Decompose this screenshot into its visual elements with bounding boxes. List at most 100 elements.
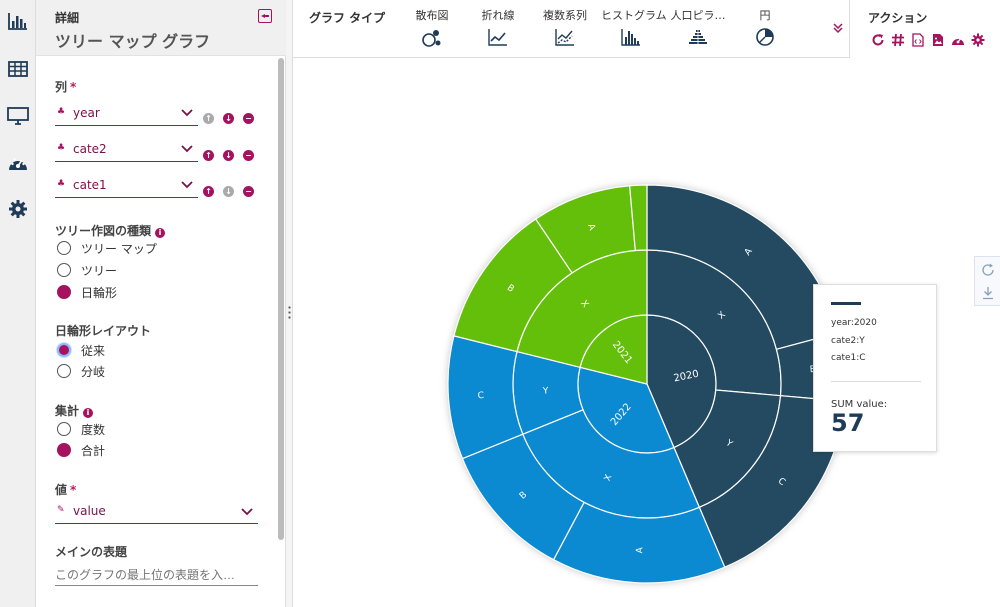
chart-type-label: 円 [759,9,771,22]
remove-column-icon[interactable]: − [243,150,254,161]
move-up-icon[interactable]: ↑ [203,186,214,197]
sunburst-label-cate1-2: C [776,476,787,488]
chart-type-label: ヒストグラム [601,9,667,22]
refresh-icon[interactable] [871,33,885,47]
tooltip-line: cate1:C [831,353,866,363]
tooltip-line: year:2020 [831,318,877,328]
toolbar-label: グラフ タイプ [309,11,386,25]
panel-scrollbar[interactable] [278,58,284,540]
reload-icon[interactable] [981,263,995,277]
column-select-year[interactable]: ♣ year [55,102,198,126]
remove-column-icon[interactable]: − [243,113,254,124]
radio-label: 合計 [81,444,106,458]
panel-title: ツリー マップ グラフ [55,32,211,51]
tooltip-line: cate2:Y [831,336,865,346]
main-title-label: メインの表題 [55,545,128,559]
radio-label: 分岐 [81,365,106,379]
aggregate-label: 集計 i [55,402,94,419]
histogram-icon [621,29,640,46]
chart-type-line[interactable]: 折れ線 [468,7,528,51]
icon-rail [0,0,36,607]
download-icon[interactable] [981,286,995,300]
sunburst-segment-cate1-8[interactable] [629,184,648,252]
radio-label: 日輪形 [81,286,118,300]
sunburst-label-cate1-3: A [635,546,645,553]
sunburst-label-cate1-1: B [809,365,816,376]
actions-panel: アクション [849,0,1000,58]
value-field: value [73,504,106,518]
column-value: cate2 [73,142,107,156]
hierarchy-icon: ♣ [57,107,66,117]
remove-column-icon[interactable]: − [243,186,254,197]
line-chart-icon [488,29,507,46]
chevron-down-icon [181,145,193,153]
chevron-down-icon [181,181,193,189]
radio-label: ツリー [81,264,118,278]
column-select-cate1[interactable]: ♣ cate1 [55,174,198,198]
tooltip-sum-value: 57 [831,409,865,437]
move-up-icon: ↑ [203,113,214,124]
tree-type-label: ツリー作図の種類 i [55,222,166,239]
radio-label: ツリー マップ [81,242,157,256]
pencil-icon: ✎ [57,505,65,515]
hierarchy-icon: ♣ [57,179,66,189]
chevron-down-icon [181,109,193,117]
sunburst-label-cate1-4: B [518,490,529,502]
chart-type-label: 折れ線 [481,9,515,22]
info-icon[interactable]: i [155,228,166,238]
value-select[interactable]: ✎ value [55,502,258,524]
gear-icon[interactable] [6,197,30,221]
layout-label: 日輪形レイアウト [55,324,152,338]
expand-toolbar-icon[interactable] [832,22,844,34]
dashboard-icon[interactable] [951,33,965,47]
bar-chart-icon[interactable] [6,9,30,33]
chart-type-label: 人口ピラ… [670,9,726,22]
main-title-input[interactable] [55,564,258,586]
panel-header: 詳細 ツリー マップ グラフ [36,0,286,56]
move-down-icon[interactable]: ↓ [223,150,234,161]
chevron-down-icon [241,508,253,516]
chart-type-label: 複数系列 [543,9,587,22]
table-icon[interactable] [6,57,30,81]
panel-splitter[interactable] [286,0,293,607]
hash-icon[interactable] [891,33,905,47]
move-up-icon[interactable]: ↑ [203,150,214,161]
code-file-icon[interactable] [911,33,925,47]
move-down-icon[interactable]: ↓ [223,113,234,124]
chart-tooltip: year:2020 cate2:Y cate1:C SUM value: 57 [813,284,937,452]
sunburst-label-cate2-3: Y [542,386,550,396]
tooltip-color-bar [831,302,861,305]
chart-type-multi-series[interactable]: 複数系列 [535,7,595,51]
chart-type-label: 散布図 [415,9,449,22]
details-panel: 詳細 ツリー マップ グラフ 列 * ♣ year ↑ ↓ − ♣ cate2 ↑… [36,0,286,607]
chart-type-scatter[interactable]: 散布図 [402,7,462,51]
image-file-icon[interactable] [931,33,945,47]
pyramid-icon [689,29,707,45]
pie-chart-icon [756,28,774,46]
sunburst-label-cate1-0: A [743,246,755,258]
actions-label: アクション [868,11,928,25]
sunburst-chart: 202020222021XYXYXABCABCBA [447,184,847,584]
tooltip-divider [831,381,921,382]
radio-label: 度数 [81,423,106,437]
sunburst-label-cate1-6: B [505,283,516,295]
sunburst-label-cate2-0: X [717,310,728,322]
monitor-icon[interactable] [6,104,30,128]
info-icon[interactable]: i [83,408,94,418]
chart-type-pie[interactable]: 円 [735,7,795,51]
column-select-cate2[interactable]: ♣ cate2 [55,138,198,162]
chart-type-population-pyramid[interactable]: 人口ピラ… [668,7,728,51]
panel-label: 詳細 [55,11,80,25]
collapse-panel-icon[interactable] [258,9,272,23]
chart-side-tools [974,256,1000,306]
gear-icon[interactable] [971,33,985,47]
radio-label: 従来 [81,344,106,358]
sunburst-label-cate1-7: A [585,223,597,233]
dashboard-icon[interactable] [6,151,30,175]
scatter-icon [422,30,441,47]
chart-type-histogram[interactable]: ヒストグラム [601,7,667,51]
sunburst-label-year-0: 2020 [673,369,700,385]
column-value: cate1 [73,178,107,192]
value-label: 値 * [55,483,77,497]
